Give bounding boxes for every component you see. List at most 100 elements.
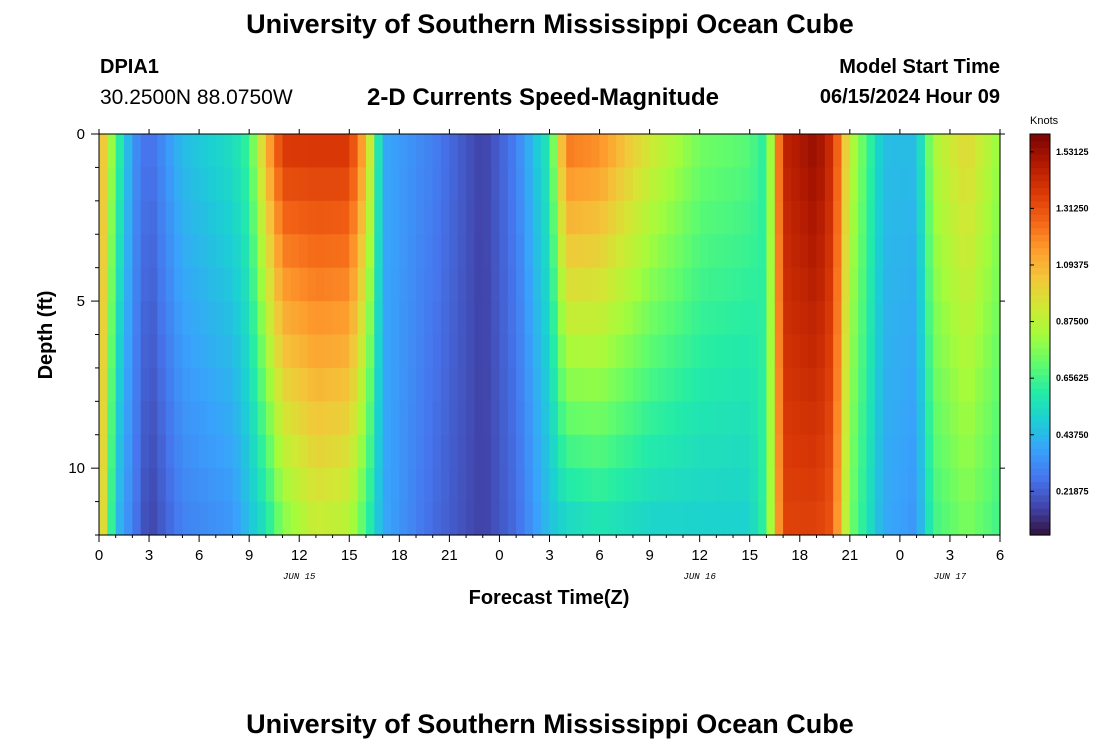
heatmap-cell	[899, 267, 909, 302]
heatmap-cell	[265, 468, 275, 503]
heatmap-cell	[758, 334, 767, 369]
heatmap-cell	[666, 301, 676, 336]
heatmap-cell	[774, 234, 784, 269]
x-tick-label: 3	[145, 547, 153, 564]
heatmap-cell	[265, 301, 275, 336]
heatmap-cell	[724, 200, 734, 235]
heatmap-cell	[516, 301, 526, 336]
heatmap-cell	[182, 401, 192, 436]
heatmap-cell	[457, 401, 467, 436]
heatmap-cell	[883, 334, 893, 369]
heatmap-cell	[441, 267, 450, 302]
heatmap-cell	[783, 401, 793, 436]
heatmap-cell	[816, 200, 826, 235]
heatmap-cell	[791, 234, 801, 269]
heatmap-cell	[799, 468, 809, 503]
heatmap-cell	[124, 301, 133, 336]
heatmap-cell	[424, 501, 434, 536]
heatmap-cell	[616, 334, 626, 369]
heatmap-cell	[274, 367, 284, 402]
heatmap-cell	[858, 200, 868, 235]
heatmap-cell	[699, 301, 709, 336]
heatmap-cell	[874, 367, 884, 402]
heatmap-cell	[324, 401, 334, 436]
heatmap-cell	[441, 200, 450, 235]
heatmap-cell	[924, 134, 934, 169]
heatmap-cell	[916, 134, 926, 169]
heatmap-cell	[699, 167, 709, 202]
heatmap-cell	[491, 200, 501, 235]
heatmap-cell	[708, 134, 717, 169]
heatmap-cell	[516, 468, 526, 503]
heatmap-cell	[107, 434, 117, 469]
heatmap-cell	[441, 134, 450, 169]
heatmap-cell	[199, 334, 209, 369]
heatmap-cell	[224, 468, 234, 503]
heatmap-cell	[899, 301, 909, 336]
heatmap-cell	[332, 501, 342, 536]
heatmap-cell	[390, 401, 400, 436]
heatmap-cell	[933, 301, 943, 336]
heatmap-cell	[524, 334, 534, 369]
heatmap-cell	[99, 267, 108, 302]
heatmap-cell	[365, 134, 375, 169]
heatmap-cell	[966, 167, 976, 202]
colorbar-swatch	[1030, 187, 1050, 195]
heatmap-cell	[282, 401, 292, 436]
heatmap-cell	[799, 334, 809, 369]
colorbar-swatch	[1030, 408, 1050, 416]
heatmap-cell	[290, 200, 300, 235]
heatmap-cell	[632, 434, 642, 469]
heatmap-cell	[699, 267, 709, 302]
heatmap-cell	[949, 267, 959, 302]
heatmap-cell	[933, 167, 943, 202]
heatmap-cell	[299, 167, 309, 202]
heatmap-cell	[416, 200, 425, 235]
heatmap-cell	[841, 434, 851, 469]
heatmap-cell	[966, 334, 976, 369]
heatmap-cell	[657, 367, 667, 402]
heatmap-cell	[257, 367, 267, 402]
heatmap-cell	[924, 200, 934, 235]
date-label: JUN 15	[283, 572, 316, 582]
heatmap-cell	[240, 334, 250, 369]
heatmap-cell	[758, 301, 767, 336]
heatmap-cell	[157, 267, 167, 302]
heatmap-cell	[107, 234, 117, 269]
heatmap-cell	[933, 401, 943, 436]
heatmap-cell	[149, 167, 158, 202]
heatmap-cell	[149, 301, 158, 336]
heatmap-cell	[924, 234, 934, 269]
heatmap-cell	[632, 334, 642, 369]
colorbar-swatch	[1030, 160, 1050, 169]
heatmap-cell	[449, 200, 459, 235]
heatmap-cell	[457, 200, 467, 235]
heatmap-cell	[249, 401, 259, 436]
colorbar-tick-label: 1.09375	[1056, 260, 1089, 270]
heatmap-cell	[749, 334, 759, 369]
heatmap-cell	[691, 434, 701, 469]
heatmap-cell	[949, 134, 959, 169]
heatmap-cell	[916, 334, 926, 369]
heatmap-cell	[207, 468, 217, 503]
heatmap-cell	[966, 401, 976, 436]
heatmap-cell	[165, 200, 175, 235]
colorbar-swatch	[1030, 468, 1050, 476]
heatmap-cell	[491, 367, 501, 402]
heatmap-cell	[824, 167, 834, 202]
heatmap-cell	[165, 468, 175, 503]
heatmap-cell	[374, 234, 384, 269]
heatmap-cell	[491, 468, 501, 503]
heatmap-cell	[958, 468, 968, 503]
heatmap-cell	[357, 401, 367, 436]
heatmap-cell	[140, 301, 150, 336]
heatmap-cell	[708, 334, 717, 369]
heatmap-cell	[774, 401, 784, 436]
heatmap-cell	[699, 367, 709, 402]
heatmap-cell	[174, 267, 184, 302]
heatmap-cell	[449, 267, 459, 302]
heatmap-cell	[774, 301, 784, 336]
heatmap-cell	[808, 468, 818, 503]
heatmap-cell	[983, 401, 993, 436]
heatmap-cell	[532, 200, 542, 235]
